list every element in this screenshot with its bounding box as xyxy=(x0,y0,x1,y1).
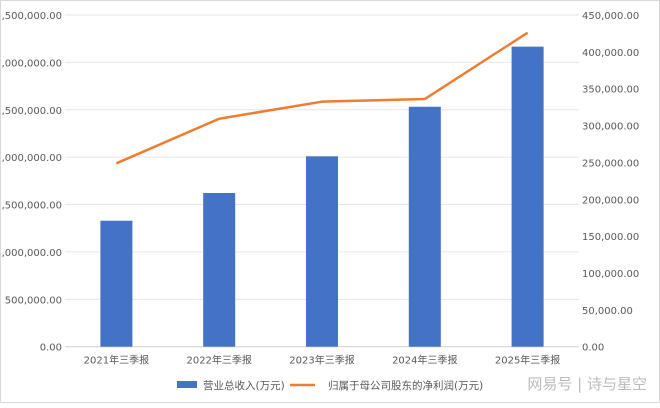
bar xyxy=(409,107,441,347)
legend-label-profit: 归属于母公司股东的净利润(万元) xyxy=(328,379,483,392)
x-tick-label: 2023年三季报 xyxy=(289,354,354,367)
right-tick-label: 50,000.00 xyxy=(582,306,633,317)
left-tick-label: 1,000,000.00 xyxy=(1,248,62,259)
x-tick-label: 2025年三季报 xyxy=(495,354,560,367)
right-tick-label: 250,000.00 xyxy=(582,158,639,169)
legend-label-revenue: 营业总收入(万元) xyxy=(203,379,285,392)
right-tick-label: 450,000.00 xyxy=(582,11,639,22)
right-tick-label: 400,000.00 xyxy=(582,48,639,59)
left-tick-label: 3,000,000.00 xyxy=(1,58,62,69)
left-tick-label: 2,500,000.00 xyxy=(1,106,62,117)
right-tick-label: 0.00 xyxy=(582,343,604,354)
watermark: 网易号 | 诗与星空 xyxy=(527,373,647,394)
right-tick-label: 200,000.00 xyxy=(582,195,639,206)
right-tick-label: 100,000.00 xyxy=(582,269,639,280)
bar xyxy=(512,47,544,347)
right-tick-label: 300,000.00 xyxy=(582,122,639,133)
x-tick-label: 2024年三季报 xyxy=(392,354,457,367)
left-tick-label: 2,000,000.00 xyxy=(1,153,62,164)
bar xyxy=(100,221,132,347)
x-tick-label: 2021年三季报 xyxy=(84,354,149,367)
right-tick-label: 350,000.00 xyxy=(582,85,639,96)
left-tick-label: 1,500,000.00 xyxy=(1,201,62,212)
bar xyxy=(306,156,338,346)
x-tick-label: 2022年三季报 xyxy=(186,354,251,367)
right-tick-label: 150,000.00 xyxy=(582,232,639,243)
left-tick-label: 500,000.00 xyxy=(5,295,62,306)
left-tick-label: 0.00 xyxy=(40,343,62,354)
left-tick-label: 3,500,000.00 xyxy=(1,11,62,22)
legend-swatch-revenue xyxy=(177,381,197,388)
bar xyxy=(203,193,235,347)
profit-line xyxy=(116,33,527,164)
